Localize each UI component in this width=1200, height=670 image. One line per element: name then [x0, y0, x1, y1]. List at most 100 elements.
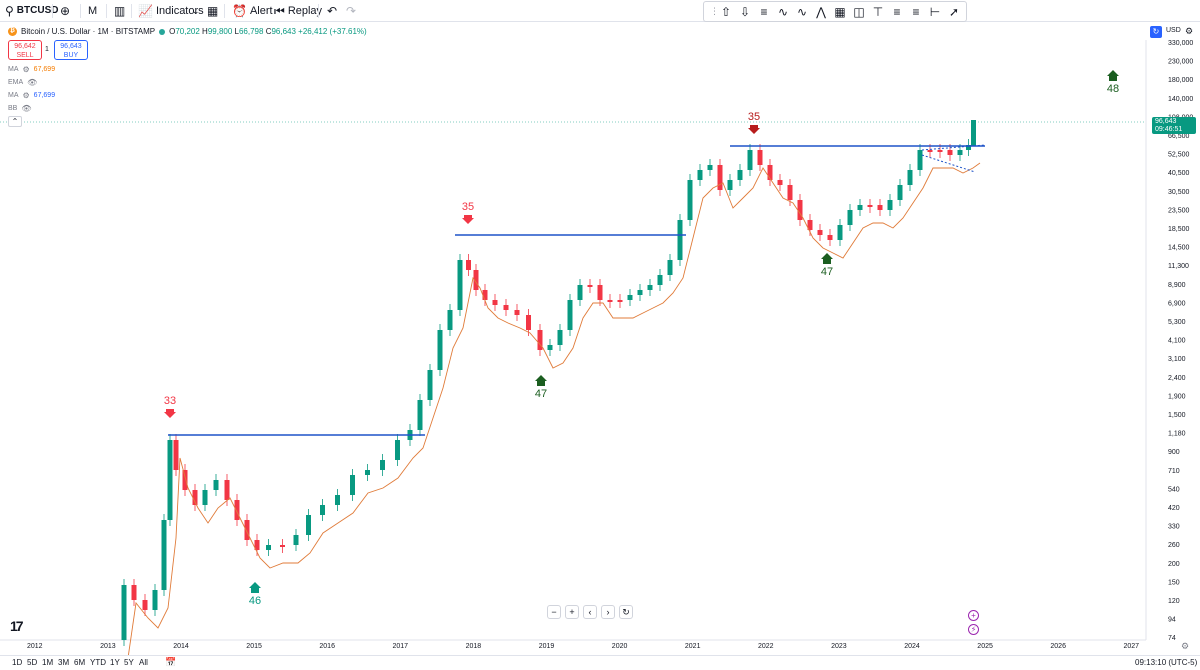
candle-body [213, 480, 219, 490]
chart-type-button[interactable]: ▥ [114, 3, 125, 19]
candle-body [306, 515, 311, 535]
scroll-left-button[interactable]: ‹ [583, 605, 597, 619]
moving-average-line [127, 162, 981, 659]
parallel-channel-icon[interactable]: ≡ [912, 4, 920, 19]
settings-icon[interactable]: ⚙ [22, 65, 30, 74]
undo-button[interactable]: ↶ [327, 3, 337, 19]
ohlc-values: O70,202 H99,800 L66,798 C96,643 +26,412 … [169, 27, 367, 36]
drag-handle-icon[interactable]: ⋮ [710, 6, 719, 16]
chart-settings-icon[interactable]: ⚙ [1185, 26, 1194, 36]
candle-body [787, 185, 793, 200]
eye-icon[interactable]: 👁 [27, 78, 38, 87]
indicator-ma-2[interactable]: MA ⚙ 67,699 [8, 91, 55, 100]
long-position-icon[interactable]: ⊤ [872, 4, 884, 19]
price-axis-label: 40,500 [1168, 170, 1190, 177]
zoom-in-button[interactable]: + [565, 605, 579, 619]
range-5d[interactable]: 5D [27, 658, 38, 667]
range-1y[interactable]: 1Y [110, 658, 120, 667]
price-axis-label: 14,500 [1168, 245, 1190, 252]
time-axis-label: 2021 [685, 643, 701, 650]
indicator-value: 67,699 [33, 66, 56, 73]
buy-button[interactable]: 96,643 BUY [54, 40, 88, 60]
indicators-dropdown[interactable]: ⌄ [192, 3, 200, 19]
elliott-wave-icon[interactable]: ∿ [796, 4, 808, 19]
arrow-up-icon[interactable]: ⇧ [720, 4, 732, 19]
candle-body [737, 170, 743, 180]
price-axis-label: 2,400 [1168, 375, 1186, 382]
candle-body [182, 470, 188, 490]
candle-body [747, 150, 753, 170]
alert-button[interactable]: ⏰ Alert [232, 3, 273, 19]
candle-body [947, 150, 953, 155]
indicator-ma-1[interactable]: MA ⚙ 67,699 [8, 65, 55, 74]
up-arrow-icon [249, 582, 261, 593]
collapse-legend-button[interactable]: ⌃ [8, 116, 22, 127]
reset-chart-button[interactable]: ↻ [619, 605, 633, 619]
indicators-label: Indicators [155, 5, 204, 17]
candle-body [677, 220, 683, 260]
sell-button[interactable]: 96,642 SELL [8, 40, 42, 60]
alert-label: Alert [249, 5, 273, 17]
range-1d[interactable]: 1D [12, 658, 23, 667]
candle-body [907, 170, 913, 185]
price-axis-label: 1,500 [1168, 412, 1186, 419]
change-value: +26,412 (+37.61%) [298, 27, 367, 36]
zoom-out-button[interactable]: − [547, 605, 561, 619]
candle-body [335, 495, 340, 505]
bar-countdown: 09:46:51 [1155, 126, 1183, 133]
candle-body [503, 305, 509, 310]
scroll-right-button[interactable]: › [601, 605, 615, 619]
candle-body [427, 370, 433, 400]
price-axis-label: 120 [1168, 598, 1180, 605]
date-range-icon[interactable]: ◫ [853, 4, 865, 19]
redo-button[interactable]: ↷ [346, 3, 356, 19]
layout-button[interactable]: ▦ [207, 3, 218, 19]
candle-body [173, 440, 179, 470]
symbol-search[interactable]: ⚲ BTCUSD [5, 3, 58, 19]
indicator-name: BB [8, 105, 18, 112]
candle-body [597, 285, 603, 300]
candle-body [492, 300, 498, 305]
candle-body [877, 205, 883, 210]
indicator-bb[interactable]: BB 👁 [8, 104, 32, 113]
replay-button[interactable]: ⏮ Replay [274, 3, 322, 19]
pitchfork-icon[interactable]: ≡ [760, 4, 768, 19]
up-arrow-icon [821, 253, 833, 264]
settings-icon[interactable]: ⚙ [22, 91, 30, 100]
indicators-button[interactable]: 📈 Indicators [138, 3, 204, 19]
candle-body [727, 180, 733, 190]
pattern-icon[interactable]: ∿ [777, 4, 789, 19]
zigzag-icon[interactable]: ⋀ [816, 4, 826, 19]
price-axis-label: 23,500 [1168, 207, 1190, 214]
lightning-icon[interactable]: ⚡ [968, 624, 979, 635]
add-event-icon[interactable]: + [968, 610, 979, 621]
time-axis-settings-icon[interactable]: ⚙ [1181, 641, 1190, 651]
range-3m[interactable]: 3M [58, 658, 70, 667]
calendar-icon[interactable]: 📅 [165, 657, 177, 667]
gann-box-icon[interactable]: ▦ [834, 4, 846, 19]
range-ytd[interactable]: YTD [90, 658, 106, 667]
range-6m[interactable]: 6M [74, 658, 86, 667]
trend-line-icon[interactable]: ➚ [948, 4, 960, 19]
candle-body [966, 145, 971, 150]
range-5y[interactable]: 5Y [124, 658, 134, 667]
time-axis-label: 2014 [173, 643, 189, 650]
compare-button[interactable]: ⊕ [60, 3, 70, 19]
range-all[interactable]: All [139, 658, 148, 667]
time-axis-label: 2027 [1124, 643, 1140, 650]
price-axis-label: 6,900 [1168, 300, 1186, 307]
candle-body [526, 315, 531, 330]
sync-button[interactable]: ↻ [1150, 26, 1162, 38]
price-axis-label: 330,000 [1168, 40, 1193, 47]
interval-button[interactable]: M [88, 3, 97, 19]
indicator-ema[interactable]: EMA 👁 [8, 78, 37, 87]
time-axis-label: 2016 [319, 643, 335, 650]
horizontal-ray-icon[interactable]: ⊢ [929, 4, 941, 19]
bottom-toolbar: 1D 5D 1M 3M 6M YTD 1Y 5Y All 📅 09:13:10 … [0, 655, 1200, 670]
currency-selector[interactable]: USD [1166, 27, 1181, 34]
arrow-down-icon[interactable]: ⇩ [739, 4, 751, 19]
eye-icon[interactable]: 👁 [21, 104, 32, 113]
range-1m[interactable]: 1M [42, 658, 54, 667]
fib-retracement-icon[interactable]: ≡ [893, 4, 901, 19]
